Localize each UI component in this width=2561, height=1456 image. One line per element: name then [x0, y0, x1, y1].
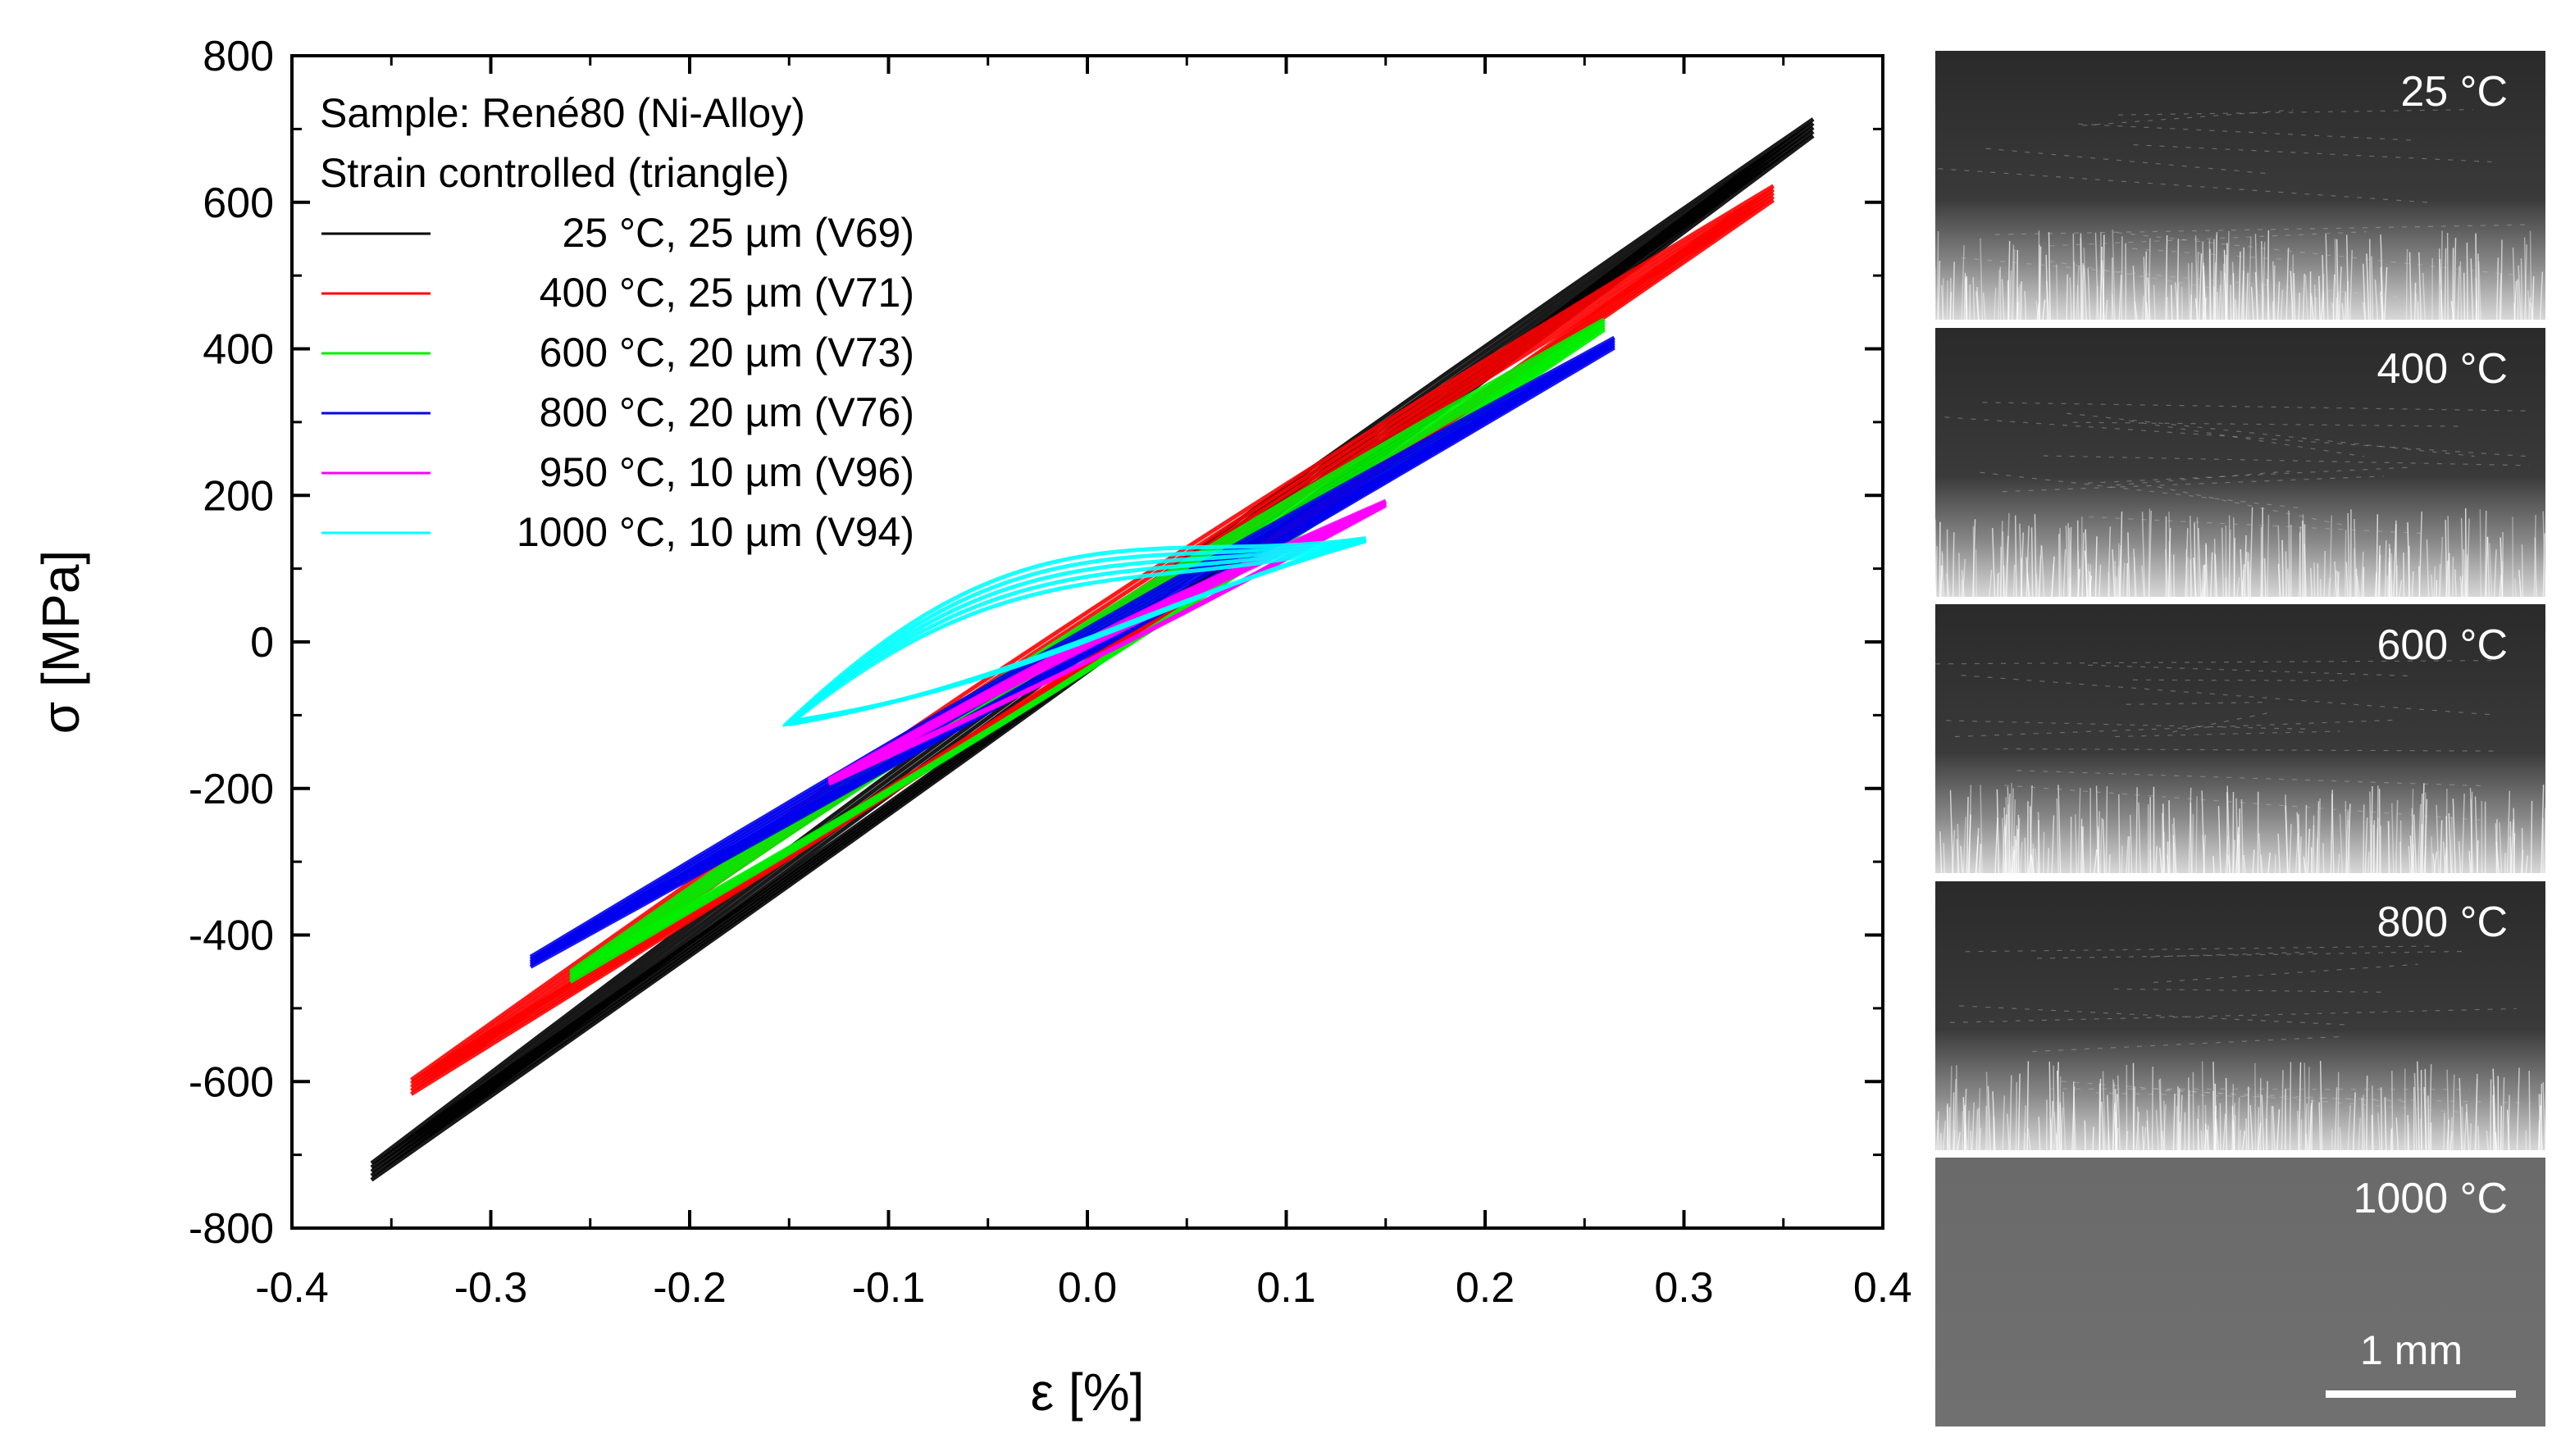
micrograph-temperature-label: 25 °C	[2400, 68, 2508, 116]
micrograph-temperature-label: 600 °C	[2376, 621, 2508, 669]
micrograph-panel: 1000 °C	[1935, 1158, 2545, 1426]
legend-entry-label: 25 °C, 25 µm (V69)	[562, 210, 914, 256]
loop-path	[370, 117, 1815, 1165]
micrograph-image	[1935, 328, 2545, 597]
x-tick-label: 0.4	[1853, 1264, 1911, 1312]
x-tick-label: 0.1	[1256, 1264, 1315, 1312]
micrograph-image	[1935, 604, 2545, 873]
y-tick-label: 600	[203, 180, 274, 227]
axis-ticks: -0.4 -0.3 -0.2 -0.1 0.0 0.1 0.2 0.3 0.4 -800 -600 -…	[189, 33, 1911, 1312]
y-axis-label: σ [MPa]	[31, 550, 90, 734]
micrograph-panel: 800 °C	[1935, 881, 2545, 1150]
series-950C-loop	[827, 498, 1388, 786]
series-1000C-loop	[782, 536, 1367, 727]
y-tick-label: -400	[189, 912, 274, 960]
micrograph-panel: 25 °C	[1935, 51, 2545, 320]
legend-entry-label: 950 °C, 10 µm (V96)	[540, 449, 914, 495]
micrograph-image	[1935, 881, 2545, 1150]
x-tick-label: 0.2	[1456, 1264, 1515, 1312]
loop-path	[827, 498, 1388, 782]
series-layer	[370, 117, 1815, 1182]
legend-entry-label: 1000 °C, 10 µm (V94)	[517, 509, 914, 555]
y-tick-label: -200	[189, 766, 274, 813]
x-tick-label: 0.3	[1654, 1264, 1713, 1312]
legend-header-line: Strain controlled (triangle)	[320, 150, 790, 196]
micrograph-temperature-label: 800 °C	[2376, 899, 2508, 946]
legend-header-line: Sample: René80 (Ni-Alloy)	[320, 90, 805, 136]
loop-path	[370, 134, 1815, 1182]
micrograph-panel: 400 °C	[1935, 328, 2545, 597]
micrograph-image	[1935, 51, 2545, 320]
y-tick-label: -600	[189, 1058, 274, 1106]
micrograph-temperature-label: 1000 °C	[2353, 1175, 2508, 1222]
scale-bar	[2326, 1390, 2516, 1398]
x-tick-label: -0.3	[454, 1264, 528, 1312]
legend-entry-label: 400 °C, 25 µm (V71)	[540, 270, 914, 316]
micrograph-panel: 600 °C	[1935, 604, 2545, 873]
legend: Sample: René80 (Ni-Alloy) Strain controll…	[320, 90, 914, 555]
x-tick-label: -0.4	[255, 1264, 329, 1312]
loop-path	[782, 536, 1367, 725]
x-tick-label: -0.2	[653, 1264, 727, 1312]
y-tick-label: 200	[203, 472, 274, 520]
y-tick-label: 400	[203, 326, 274, 374]
x-axis-label: ε [%]	[1031, 1363, 1145, 1422]
x-tick-label: 0.0	[1058, 1264, 1117, 1312]
legend-entry-label: 600 °C, 20 µm (V73)	[540, 330, 914, 375]
micrograph-temperature-label: 400 °C	[2376, 345, 2508, 393]
loop-path	[529, 335, 1615, 959]
loop-path	[370, 121, 1815, 1170]
y-tick-label: 800	[203, 33, 274, 80]
micrograph-image	[1935, 1158, 2545, 1426]
stress-strain-chart: -0.4 -0.3 -0.2 -0.1 0.0 0.1 0.2 0.3 0.4 -800 -600 -…	[31, 33, 1911, 1422]
scale-bar-label: 1 mm	[2360, 1327, 2463, 1373]
x-tick-label: -0.1	[852, 1264, 926, 1312]
y-tick-label: 0	[250, 619, 274, 667]
y-tick-label: -800	[189, 1205, 274, 1253]
legend-entry-label: 800 °C, 20 µm (V76)	[540, 389, 914, 435]
